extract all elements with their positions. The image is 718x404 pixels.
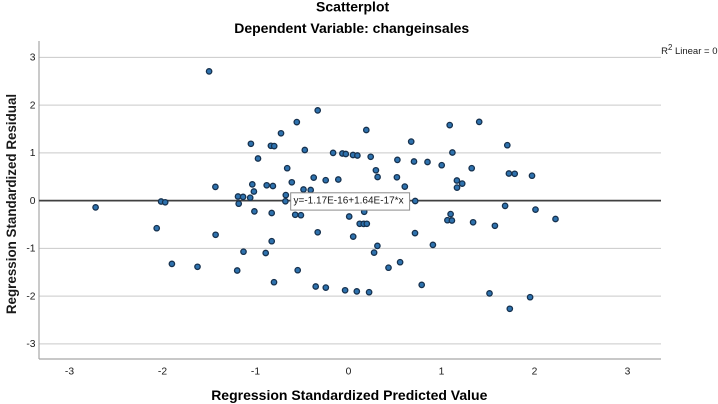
svg-text:1: 1	[30, 148, 36, 159]
svg-text:-2: -2	[26, 291, 35, 302]
svg-text:-1: -1	[26, 244, 35, 255]
svg-text:Regression Standardized Residu: Regression Standardized Residual	[4, 94, 19, 314]
svg-text:3: 3	[30, 53, 36, 64]
svg-text:2: 2	[532, 366, 538, 377]
svg-text:-2: -2	[158, 366, 167, 377]
svg-text:Scatterplot: Scatterplot	[316, 0, 389, 15]
svg-text:2: 2	[30, 100, 36, 111]
svg-text:-1: -1	[251, 366, 260, 377]
svg-text:3: 3	[625, 366, 631, 377]
svg-text:Dependent Variable: changeinsa: Dependent Variable: changeinsales	[234, 20, 469, 36]
svg-text:R2 Linear = 0: R2 Linear = 0	[661, 43, 717, 57]
svg-text:y=-1.17E-16+1.64E-17*x: y=-1.17E-16+1.64E-17*x	[294, 195, 404, 206]
svg-text:-3: -3	[26, 339, 35, 350]
svg-text:0: 0	[346, 366, 352, 377]
svg-text:1: 1	[439, 366, 445, 377]
svg-text:Regression Standardized Predic: Regression Standardized Predicted Value	[211, 387, 487, 403]
svg-text:-3: -3	[65, 366, 74, 377]
svg-text:0: 0	[30, 196, 36, 207]
